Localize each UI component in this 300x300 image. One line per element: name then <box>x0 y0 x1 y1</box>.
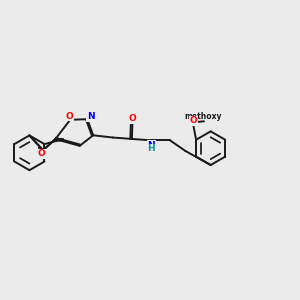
Text: O: O <box>190 116 197 125</box>
Text: N: N <box>87 112 95 121</box>
Text: H: H <box>147 144 155 153</box>
Text: N: N <box>147 141 155 150</box>
Text: O: O <box>38 149 45 158</box>
Text: methoxy: methoxy <box>184 112 222 121</box>
Text: O: O <box>129 114 136 123</box>
Text: O: O <box>66 112 74 121</box>
